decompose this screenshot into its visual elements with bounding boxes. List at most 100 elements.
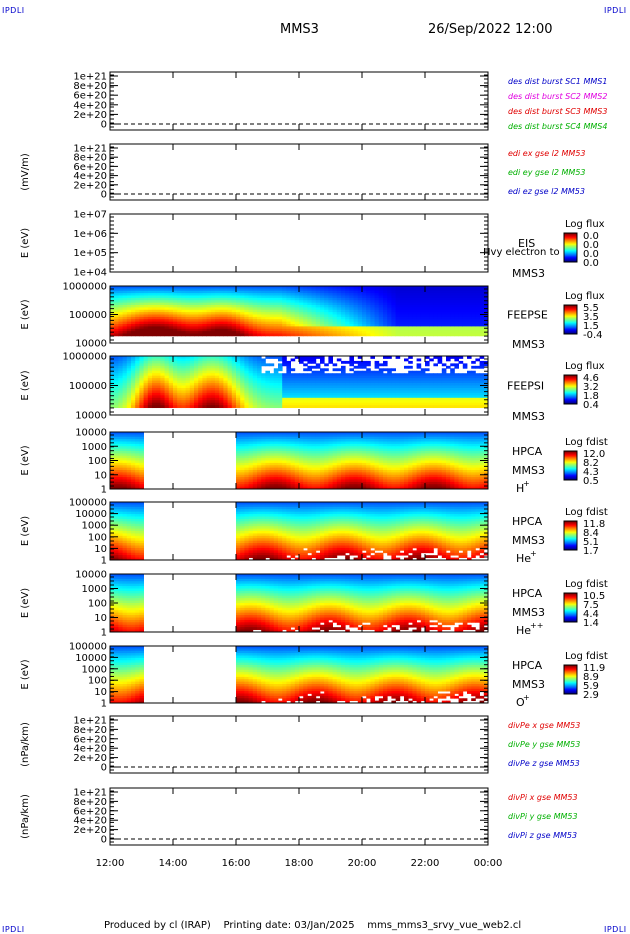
spectrogram-cell xyxy=(483,392,489,396)
spectrogram-cell xyxy=(437,402,443,406)
spectrogram-cell xyxy=(299,385,304,389)
spectrogram-cell xyxy=(273,453,279,457)
spectrogram-cell xyxy=(479,319,485,323)
spectrogram-cell xyxy=(408,390,413,394)
spectrogram-cell xyxy=(252,380,258,384)
spectrogram-cell xyxy=(227,363,233,367)
spectrogram-cell xyxy=(139,309,144,313)
spectrogram-cell xyxy=(278,295,283,299)
spectrogram-cell xyxy=(471,286,476,289)
spectrogram-cell xyxy=(332,326,338,330)
colorbar-cell xyxy=(564,255,577,258)
spectrogram-cell xyxy=(257,363,262,367)
spectrogram-cell xyxy=(177,333,182,337)
y-tick-label: 100000 xyxy=(69,381,107,392)
spectrogram-cell xyxy=(173,385,178,389)
spectrogram-cell xyxy=(244,441,249,445)
spectrogram-cell xyxy=(336,373,342,377)
spectrogram-cell xyxy=(131,405,136,409)
spectrogram-cell xyxy=(324,380,329,384)
spectrogram-cell xyxy=(387,305,392,308)
spectrogram-cell xyxy=(152,392,157,396)
spectrogram-cell xyxy=(294,297,300,301)
spectrogram-cell xyxy=(366,460,371,464)
colorbar-cell xyxy=(564,234,577,236)
spectrogram-cell xyxy=(341,375,346,379)
spectrogram-cell xyxy=(433,293,438,296)
y-tick-label: 1000000 xyxy=(62,352,107,363)
spectrogram-cell xyxy=(320,373,325,377)
spectrogram-cell xyxy=(248,443,254,447)
spectrogram-cell xyxy=(450,385,455,389)
spectrogram-cell xyxy=(126,448,132,452)
spectrogram-cell xyxy=(223,288,228,292)
spectrogram-cell xyxy=(257,434,262,438)
spectrogram-cell xyxy=(341,321,346,325)
spectrogram-cell xyxy=(328,486,333,490)
spectrogram-cell xyxy=(248,288,254,292)
spectrogram-cell xyxy=(252,312,258,315)
spectrogram-cell xyxy=(269,321,275,325)
spectrogram-cell xyxy=(236,288,241,292)
spectrogram-cell xyxy=(425,312,430,315)
spectrogram-cell xyxy=(252,405,258,409)
spectrogram-cell xyxy=(236,486,241,490)
spectrogram-cell xyxy=(420,387,426,391)
spectrogram-cell xyxy=(131,436,136,440)
spectrogram-cell xyxy=(181,319,186,323)
spectrogram-cell xyxy=(244,405,249,409)
spectrogram-cell xyxy=(475,288,480,292)
spectrogram-cell xyxy=(315,486,321,490)
spectrogram-cell xyxy=(324,460,329,464)
spectrogram-cell xyxy=(126,370,132,374)
spectrogram-cell xyxy=(131,477,136,480)
spectrogram-cell xyxy=(223,300,228,304)
spectrogram-cell xyxy=(307,470,312,473)
spectrogram-cell xyxy=(227,378,233,381)
spectrogram-cell xyxy=(404,383,409,386)
spectrogram-cell xyxy=(454,312,459,315)
spectrogram-cell xyxy=(215,365,220,369)
spectrogram-cell xyxy=(261,467,266,471)
spectrogram-cell xyxy=(395,378,401,381)
spectrogram-cell xyxy=(378,368,384,372)
spectrogram-cell xyxy=(311,326,317,330)
spectrogram-cell xyxy=(265,363,270,367)
spectrogram-cell xyxy=(110,436,115,440)
spectrogram-cell xyxy=(328,360,333,364)
spectrogram-cell xyxy=(143,395,149,399)
spectrogram-cell xyxy=(454,400,459,404)
spectrogram-cell xyxy=(303,441,308,445)
spectrogram-cell xyxy=(349,400,354,404)
spectrogram-cell xyxy=(248,307,254,311)
colorbar-cell xyxy=(564,399,577,401)
spectrogram-cell xyxy=(156,305,161,308)
spectrogram-cell xyxy=(244,387,249,391)
spectrogram-cell xyxy=(345,467,350,471)
spectrogram-cell xyxy=(240,321,245,325)
spectrogram-cell xyxy=(282,326,287,330)
spectrogram-cell xyxy=(366,392,371,396)
spectrogram-cell xyxy=(437,307,443,311)
spectrogram-cell xyxy=(231,370,237,374)
spectrogram-cell xyxy=(152,331,157,334)
spectrogram-cell xyxy=(387,373,392,377)
spectrogram-cell xyxy=(147,321,153,325)
spectrogram-cell xyxy=(349,446,354,450)
spectrogram-cell xyxy=(320,477,325,480)
spectrogram-cell xyxy=(173,328,178,332)
spectrogram-cell xyxy=(366,307,371,311)
spectrogram-cell xyxy=(269,448,275,452)
spectrogram-cell xyxy=(244,455,249,459)
spectrogram-cell xyxy=(156,324,161,327)
spectrogram-cell xyxy=(185,326,191,330)
spectrogram-cell xyxy=(341,326,346,330)
spectrogram-cell xyxy=(370,370,375,374)
spectrogram-cell xyxy=(126,290,132,294)
spectrogram-cell xyxy=(441,312,447,315)
spectrogram-cell xyxy=(307,441,312,445)
spectrogram-cell xyxy=(391,286,396,289)
spectrogram-cell xyxy=(408,360,413,364)
spectrogram-cell xyxy=(467,314,472,318)
